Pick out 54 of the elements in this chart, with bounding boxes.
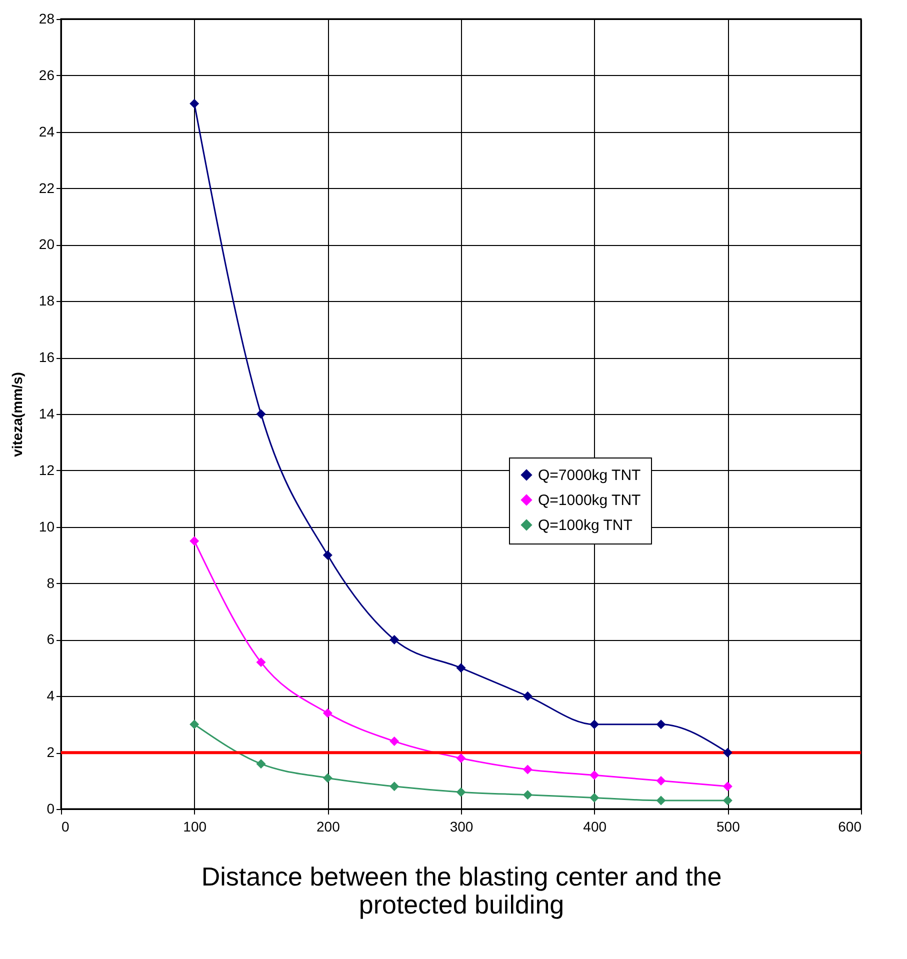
point bbox=[722, 796, 732, 806]
y-tick-label: 28 bbox=[38, 10, 55, 26]
point bbox=[390, 782, 400, 792]
legend-label: Q=7000kg TNT bbox=[538, 466, 641, 484]
y-tick-label: 8 bbox=[46, 574, 55, 591]
legend-label: Q=1000kg TNT bbox=[538, 492, 641, 509]
y-tick-label: 2 bbox=[46, 744, 55, 760]
point bbox=[322, 773, 332, 783]
x-tick-label: 600 bbox=[838, 818, 862, 834]
point bbox=[456, 663, 466, 673]
y-tick-label: 0 bbox=[46, 800, 55, 816]
point bbox=[190, 720, 200, 730]
point bbox=[456, 753, 466, 763]
point bbox=[390, 736, 400, 746]
y-tick-label: 26 bbox=[38, 66, 55, 83]
x-axis-title: Distance between the blasting center and the protected building bbox=[201, 862, 722, 920]
y-tick-label: 6 bbox=[46, 631, 55, 648]
point bbox=[390, 634, 400, 644]
y-tick-label: 4 bbox=[46, 688, 55, 704]
y-tick-label: 20 bbox=[38, 236, 55, 252]
point bbox=[256, 409, 266, 419]
y-tick-label: 14 bbox=[38, 406, 55, 422]
x-tick-label: 300 bbox=[450, 818, 474, 834]
point bbox=[590, 720, 600, 730]
point bbox=[722, 782, 732, 792]
x-tick-label: 0 bbox=[62, 818, 70, 834]
point bbox=[322, 708, 332, 718]
x-tick-label: 200 bbox=[316, 818, 340, 834]
point bbox=[190, 98, 200, 108]
y-tick-label: 18 bbox=[38, 292, 55, 309]
y-tick-label: 22 bbox=[38, 180, 55, 196]
legend-label: Q=100kg TNT bbox=[538, 516, 632, 534]
y-tick-label: 16 bbox=[38, 349, 55, 366]
point bbox=[522, 764, 532, 774]
x-tick-label: 400 bbox=[583, 818, 607, 834]
point bbox=[256, 658, 266, 668]
point bbox=[522, 790, 532, 800]
point bbox=[522, 691, 532, 701]
y-tick-label: 10 bbox=[38, 518, 55, 534]
y-axis-title: viteza(mm/s) bbox=[8, 372, 25, 457]
point bbox=[456, 787, 466, 797]
point bbox=[656, 720, 666, 730]
point bbox=[256, 759, 266, 769]
point bbox=[656, 796, 666, 806]
point bbox=[322, 550, 332, 560]
point bbox=[590, 792, 600, 802]
point bbox=[722, 748, 732, 758]
x-tick-label: 500 bbox=[716, 818, 740, 834]
point bbox=[656, 776, 666, 786]
y-tick-label: 24 bbox=[38, 123, 55, 140]
y-tick-label: 12 bbox=[38, 462, 55, 478]
x-tick-label: 100 bbox=[183, 818, 207, 834]
point bbox=[190, 536, 200, 546]
point bbox=[590, 770, 600, 780]
